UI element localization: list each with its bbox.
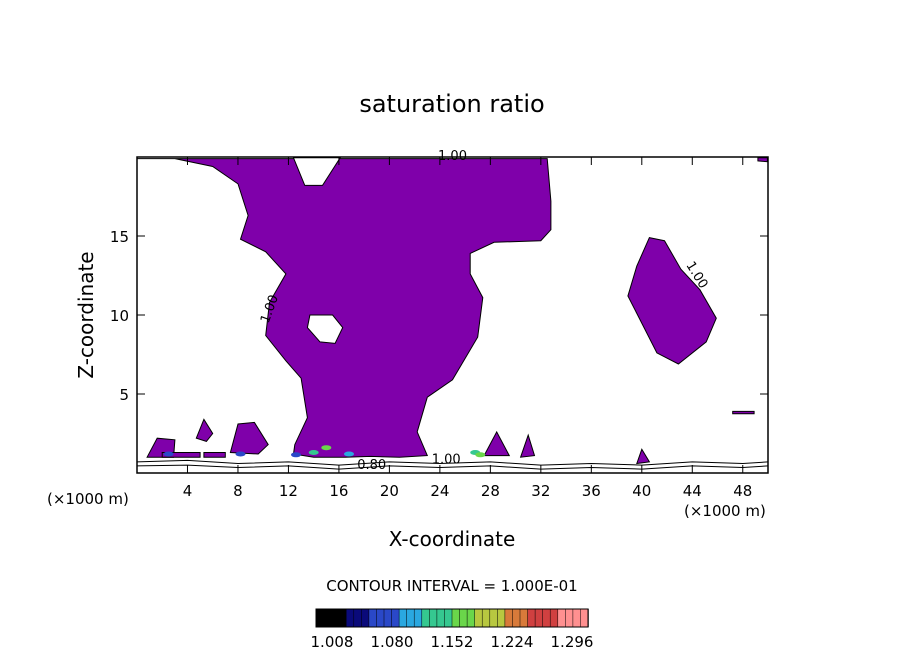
x-tick-label: 48 [733, 482, 752, 500]
colorbar-cell [338, 608, 348, 628]
contour-line-0.80 [136, 459, 769, 466]
colorbar-cell [565, 608, 574, 628]
colorbar-cell [376, 608, 385, 628]
colorbar-cell [466, 608, 476, 628]
colorbar-cell [353, 608, 363, 628]
colorbar-tick-label: 1.224 [491, 633, 534, 651]
x-tick-label: 8 [233, 482, 243, 500]
colorbar-cell [345, 608, 355, 628]
colorbar-cell [512, 608, 521, 628]
colorbar-cell [413, 608, 423, 628]
contour-region-upper-cloud [137, 158, 552, 458]
colorbar-cell [330, 608, 340, 628]
colorbar-cell [481, 608, 491, 628]
colorbar-cell [572, 608, 582, 628]
x-tick-label: 4 [183, 482, 193, 500]
supersaturation-patch [163, 451, 174, 457]
supersaturation-patch [475, 452, 486, 458]
colorbar-cell [323, 608, 332, 628]
colorbar-cell [504, 608, 514, 628]
x-units-right: (×1000 m) [684, 502, 766, 520]
chart-title: saturation ratio [359, 90, 544, 118]
colorbar-tick-label: 1.296 [551, 633, 594, 651]
colorbar-cell [542, 608, 552, 628]
colorbar-cell [497, 608, 506, 628]
contour-region-small-cloud-7 [732, 410, 755, 415]
colorbar-cell [444, 608, 453, 628]
colorbar-cell [580, 608, 589, 628]
colorbar-cell [527, 608, 536, 628]
contour-line-0.80 [136, 464, 769, 470]
y-tick-label: 5 [119, 386, 129, 404]
x-tick-label: 12 [279, 482, 298, 500]
contour-region-small-cloud-3 [229, 421, 269, 455]
colorbar-cell [459, 608, 468, 628]
colorbar-cell [436, 608, 446, 628]
supersaturation-patch [321, 445, 332, 451]
colorbar-cell [398, 608, 408, 628]
x-tick-label: 24 [430, 482, 449, 500]
colorbar-cell [421, 608, 431, 628]
supersaturation-patch [308, 450, 319, 455]
colorbar-cell [489, 608, 499, 628]
contour-region-cloud-hole [306, 314, 344, 344]
colorbar-cell [361, 608, 370, 628]
colorbar-tick-label: 1.080 [371, 633, 414, 651]
plot-area: 1.001.001.000.80 1.00 [136, 149, 769, 473]
colorbar-cell [315, 608, 325, 628]
colorbar-cell [534, 608, 544, 628]
contour-region-right-cloud [627, 237, 717, 365]
colorbar-tick-label: 1.152 [431, 633, 474, 651]
y-axis-label: Z-coordinate [74, 251, 98, 378]
x-tick-label: 36 [582, 482, 601, 500]
colorbar-cell [383, 608, 393, 628]
colorbar-cell [391, 608, 400, 628]
y-tick-label: 10 [110, 307, 129, 325]
y-tick-label: 15 [110, 228, 129, 246]
supersaturation-patch [291, 452, 301, 458]
x-tick-label: 20 [380, 482, 399, 500]
contour-region-small-cloud-6 [636, 448, 651, 465]
colorbar-cell [406, 608, 416, 628]
x-tick-label: 40 [632, 482, 651, 500]
contour-interval-text: CONTOUR INTERVAL = 1.000E-01 [326, 577, 577, 595]
contour-region-upper-clear-bay [292, 157, 342, 186]
colorbar-tick-label: 1.008 [311, 633, 354, 651]
contour-region-small-cloud-5 [519, 433, 536, 458]
x-axis-label: X-coordinate [389, 527, 516, 551]
x-tick-label: 16 [329, 482, 348, 500]
colorbar: 1.008 1.080 1.152 1.224 1.296 [311, 608, 594, 651]
colorbar-cell [429, 608, 438, 628]
contour-region-small-cloud-4 [483, 430, 511, 457]
colorbar-cell [549, 608, 559, 628]
contour-region-small-cloud-2 [195, 418, 214, 442]
x-units-left: (×1000 m) [47, 490, 129, 508]
contour-label: 0.80 [357, 458, 386, 473]
supersaturation-patch [344, 451, 354, 457]
colorbar-cell [519, 608, 529, 628]
colorbar-cell [557, 608, 567, 628]
x-tick-label: 32 [531, 482, 550, 500]
contour-region-low-band-2 [203, 452, 226, 458]
colorbar-cell [368, 608, 378, 628]
colorbar-frame [315, 608, 589, 628]
supersaturation-patch [235, 451, 246, 457]
contour-region-top-right-sliver [757, 157, 768, 163]
colorbar-cell [451, 608, 461, 628]
contour-label: 1.00 [432, 453, 461, 468]
colorbar-cell [474, 608, 484, 628]
x-tick-label: 44 [683, 482, 702, 500]
x-tick-label: 28 [481, 482, 500, 500]
